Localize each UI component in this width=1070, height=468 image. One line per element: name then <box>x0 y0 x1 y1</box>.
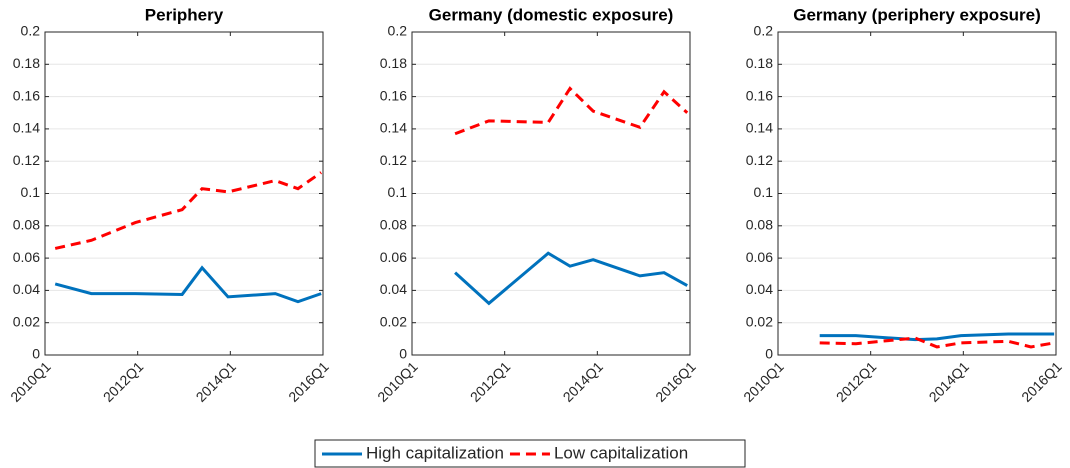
series-line <box>454 86 689 136</box>
y-tick-label: 0.08 <box>13 217 40 233</box>
y-tick-label: 0.14 <box>746 120 773 136</box>
x-tick-label: 2010Q1 <box>740 358 787 405</box>
plot-frame <box>777 31 1057 356</box>
x-tick-label: 2014Q1 <box>926 358 973 405</box>
legend: High capitalization Low capitalization <box>314 439 746 468</box>
y-tick-label: 0.18 <box>380 55 407 71</box>
y-tick-label: 0.1 <box>21 184 41 200</box>
y-tick-label: 0.02 <box>13 313 40 329</box>
y-tick-label: 0.12 <box>746 152 773 168</box>
chart-title: Periphery <box>145 5 224 24</box>
y-tick-label: 0.14 <box>380 120 407 136</box>
y-tick-label: 0 <box>765 346 773 362</box>
y-tick-label: 0.04 <box>380 281 407 297</box>
y-tick-label: 0.2 <box>754 23 774 39</box>
chart-title: Germany (periphery exposure) <box>793 5 1041 24</box>
y-tick-label: 0.16 <box>13 87 40 103</box>
x-tick-label: 2010Q1 <box>374 358 421 405</box>
plot-frame <box>411 31 691 356</box>
x-tick-label: 2016Q1 <box>285 358 332 405</box>
chart-title: Germany (domestic exposure) <box>429 5 674 24</box>
y-tick-label: 0.06 <box>380 249 407 265</box>
y-tick-label: 0.04 <box>746 281 773 297</box>
y-tick-label: 0.2 <box>388 23 408 39</box>
x-tick-label: 2014Q1 <box>193 358 240 405</box>
y-tick-label: 0.18 <box>13 55 40 71</box>
y-tick-label: 0.2 <box>21 23 41 39</box>
x-tick-label: 2016Q1 <box>1018 358 1065 405</box>
y-tick-label: 0.1 <box>388 184 408 200</box>
y-tick-label: 0.16 <box>746 87 773 103</box>
y-tick-label: 0.04 <box>13 281 40 297</box>
y-tick-label: 0.18 <box>746 55 773 71</box>
x-tick-label: 2014Q1 <box>560 358 607 405</box>
y-tick-label: 0 <box>399 346 407 362</box>
y-tick-label: 0.1 <box>754 184 774 200</box>
y-tick-label: 0.02 <box>380 313 407 329</box>
x-tick-label: 2012Q1 <box>100 358 147 405</box>
x-tick-label: 2012Q1 <box>833 358 880 405</box>
series-line <box>54 171 323 250</box>
y-tick-label: 0.06 <box>746 249 773 265</box>
x-tick-label: 2012Q1 <box>467 358 514 405</box>
series-line <box>819 332 1055 342</box>
x-tick-label: 2016Q1 <box>652 358 699 405</box>
legend-label: Low capitalization <box>554 443 688 462</box>
y-tick-label: 0.06 <box>13 249 40 265</box>
legend-label: High capitalization <box>366 443 504 462</box>
y-tick-label: 0.16 <box>380 87 407 103</box>
y-tick-label: 0.12 <box>380 152 407 168</box>
y-tick-label: 0 <box>32 346 40 362</box>
y-tick-label: 0.08 <box>746 217 773 233</box>
x-tick-label: 2010Q1 <box>7 358 54 405</box>
series-line <box>819 336 1055 349</box>
plot-frame <box>44 31 324 356</box>
y-tick-label: 0.08 <box>380 217 407 233</box>
series-line <box>54 265 322 304</box>
y-tick-label: 0.12 <box>13 152 40 168</box>
series-line <box>454 251 688 306</box>
y-tick-label: 0.02 <box>746 313 773 329</box>
y-tick-label: 0.14 <box>13 120 40 136</box>
